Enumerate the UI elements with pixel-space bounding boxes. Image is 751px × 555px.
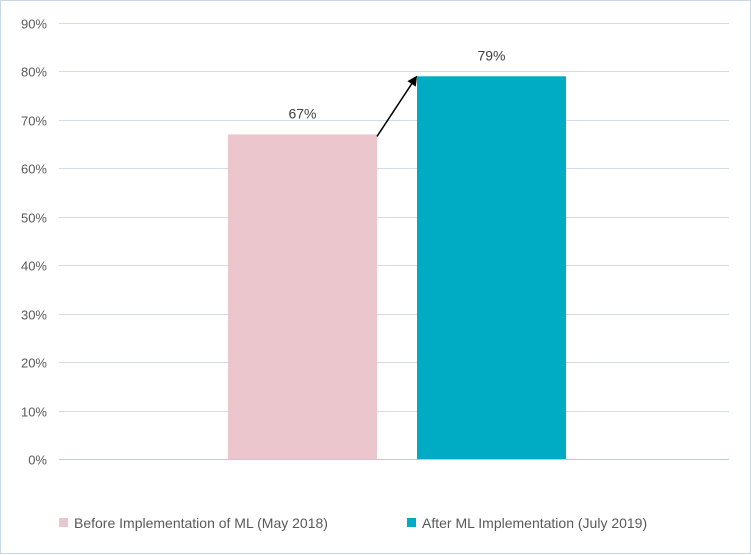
y-tick-label: 70% — [21, 114, 47, 129]
bar-before — [228, 134, 377, 459]
bars — [228, 76, 566, 460]
y-tick-label: 30% — [21, 308, 47, 323]
data-label-before: 67% — [288, 105, 316, 121]
increase-arrow — [376, 75, 418, 137]
y-axis-tick-labels: 0% 10% 20% 30% 40% 50% 60% 70% 80% 90% — [21, 17, 47, 468]
annotation-arrow — [376, 75, 418, 137]
legend-label-before: Before Implementation of ML (May 2018) — [74, 515, 328, 531]
bar-after — [417, 76, 566, 460]
y-tick-label: 40% — [21, 259, 47, 274]
legend-label-after: After ML Implementation (July 2019) — [422, 515, 647, 531]
legend: Before Implementation of ML (May 2018) Af… — [59, 515, 647, 531]
y-tick-label: 50% — [21, 211, 47, 226]
data-labels: 67% 79% — [288, 47, 505, 121]
gridlines — [59, 23, 729, 460]
legend-swatch-after — [407, 518, 416, 527]
data-label-after: 79% — [477, 47, 505, 63]
y-tick-label: 0% — [28, 453, 47, 468]
y-tick-label: 80% — [21, 65, 47, 80]
y-tick-label: 90% — [21, 17, 47, 32]
y-tick-label: 10% — [21, 405, 47, 420]
y-tick-label: 20% — [21, 356, 47, 371]
legend-swatch-before — [59, 518, 68, 527]
y-tick-label: 60% — [21, 162, 47, 177]
